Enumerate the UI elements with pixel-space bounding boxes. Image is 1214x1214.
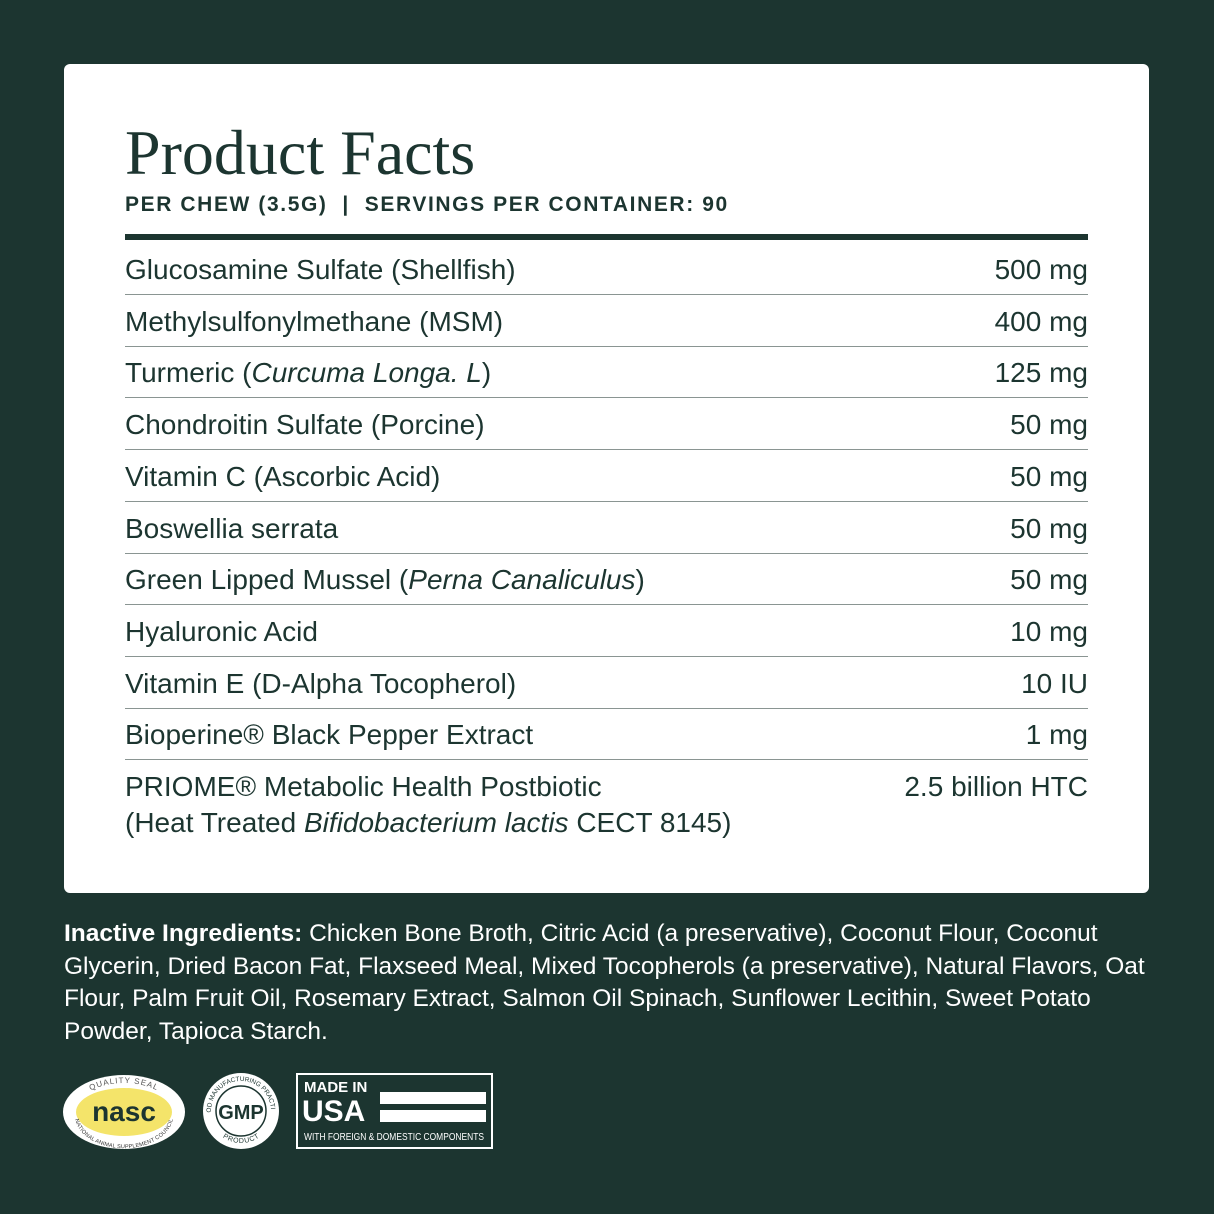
gmp-main: GMP bbox=[218, 1102, 264, 1124]
ingredient-amount: 125 mg bbox=[994, 357, 1088, 389]
ingredient-amount: 10 IU bbox=[1021, 667, 1088, 699]
name-part: Turmeric ( bbox=[125, 357, 252, 389]
row-divider bbox=[125, 552, 1088, 554]
usa-badge: MADE IN USA WITH FOREIGN & DOMESTIC COMP… bbox=[296, 1073, 493, 1149]
row-divider bbox=[125, 759, 1088, 761]
row-divider bbox=[125, 500, 1088, 502]
name-part: Green Lipped Mussel ( bbox=[125, 564, 409, 596]
ingredient-name-line2: (Heat Treated Bifidobacterium lactis CEC… bbox=[125, 806, 731, 840]
name-part: Hyaluronic Acid bbox=[125, 615, 318, 647]
ingredient-amount: 50 mg bbox=[1010, 409, 1088, 441]
ingredient-name: Vitamin E (D-Alpha Tocopherol) bbox=[125, 667, 516, 701]
ingredient-name: Bioperine® Black Pepper Extract bbox=[125, 718, 533, 752]
inactive-text: Chicken Bone Broth, Citric Acid (a prese… bbox=[64, 920, 1145, 1045]
name-part: Vitamin C (Ascorbic Acid) bbox=[125, 460, 441, 492]
ingredient-name: Boswellia serrata bbox=[125, 512, 338, 546]
name-part: Chondroitin Sulfate (Porcine) bbox=[125, 409, 485, 441]
title: Product Facts bbox=[125, 117, 476, 188]
facts-card: Product Facts PER CHEW (3.5G) | SERVINGS… bbox=[64, 64, 1149, 893]
usa-main: USA bbox=[302, 1095, 365, 1128]
name-part: PRIOME® Metabolic Health Postbiotic bbox=[125, 771, 602, 802]
nasc-badge: QUALITY SEAL nasc NATIONAL ANIMAL SUPPLE… bbox=[63, 1075, 185, 1150]
name-part: ) bbox=[635, 564, 645, 596]
ingredient-name: Methylsulfonylmethane (MSM) bbox=[125, 305, 503, 339]
name-part: Glucosamine Sulfate (Shellfish) bbox=[125, 254, 516, 285]
inactive-ingredients: Inactive Ingredients: Chicken Bone Broth… bbox=[64, 918, 1156, 1048]
name-part: Boswellia serrata bbox=[125, 512, 339, 544]
row-divider bbox=[125, 345, 1088, 347]
badges: QUALITY SEAL nasc NATIONAL ANIMAL SUPPLE… bbox=[0, 1060, 493, 1150]
ingredient-amount: 10 mg bbox=[1010, 615, 1088, 647]
ingredient-amount: 500 mg bbox=[994, 254, 1088, 285]
name-part: Bifidobacterium lactis bbox=[303, 807, 569, 838]
ingredient-amount: 1 mg bbox=[1025, 719, 1088, 751]
ingredient-amount: 400 mg bbox=[994, 305, 1088, 337]
ingredient-name: Vitamin C (Ascorbic Acid) bbox=[125, 460, 440, 494]
ingredient-name: Chondroitin Sulfate (Porcine) bbox=[125, 408, 485, 442]
ingredient-name: Glucosamine Sulfate (Shellfish) bbox=[125, 253, 516, 287]
name-part: CECT 8145) bbox=[568, 807, 732, 838]
usa-bottom: WITH FOREIGN & DOMESTIC COMPONENTS bbox=[304, 1132, 484, 1143]
ingredient-amount: 50 mg bbox=[1010, 564, 1088, 596]
name-part: ) bbox=[481, 357, 492, 389]
name-part: Methylsulfonylmethane (MSM) bbox=[125, 305, 504, 337]
name-part: Curcuma Longa. L bbox=[251, 357, 482, 389]
ingredient-amount: 2.5 billion HTC bbox=[904, 771, 1088, 802]
row-divider bbox=[125, 397, 1088, 399]
name-part: Bioperine® Black Pepper Extract bbox=[125, 719, 534, 751]
name-part: Perna Canaliculus bbox=[408, 564, 636, 596]
row-divider bbox=[125, 655, 1088, 657]
row-divider bbox=[125, 294, 1088, 295]
name-part: Vitamin E (D-Alpha Tocopherol) bbox=[125, 667, 517, 699]
subtitle: PER CHEW (3.5G) | SERVINGS PER CONTAINER… bbox=[125, 193, 729, 216]
ingredient-name: Green Lipped Mussel (Perna Canaliculus) bbox=[125, 563, 645, 597]
row-divider bbox=[125, 604, 1088, 606]
name-part: (Heat Treated bbox=[125, 807, 304, 838]
rule bbox=[125, 234, 1088, 240]
row-divider bbox=[125, 707, 1088, 709]
ingredient-name: Hyaluronic Acid bbox=[125, 615, 318, 649]
inactive-label: Inactive Ingredients: bbox=[64, 920, 303, 947]
ingredient-amount: 50 mg bbox=[1010, 512, 1088, 544]
ingredient-name: PRIOME® Metabolic Health Postbiotic bbox=[125, 770, 602, 804]
row-divider bbox=[125, 449, 1088, 451]
nasc-main: nasc bbox=[92, 1096, 156, 1127]
usa-top: MADE IN bbox=[304, 1079, 367, 1096]
ingredient-name: Turmeric (Curcuma Longa. L) bbox=[125, 356, 491, 390]
ingredient-amount: 50 mg bbox=[1010, 460, 1088, 492]
